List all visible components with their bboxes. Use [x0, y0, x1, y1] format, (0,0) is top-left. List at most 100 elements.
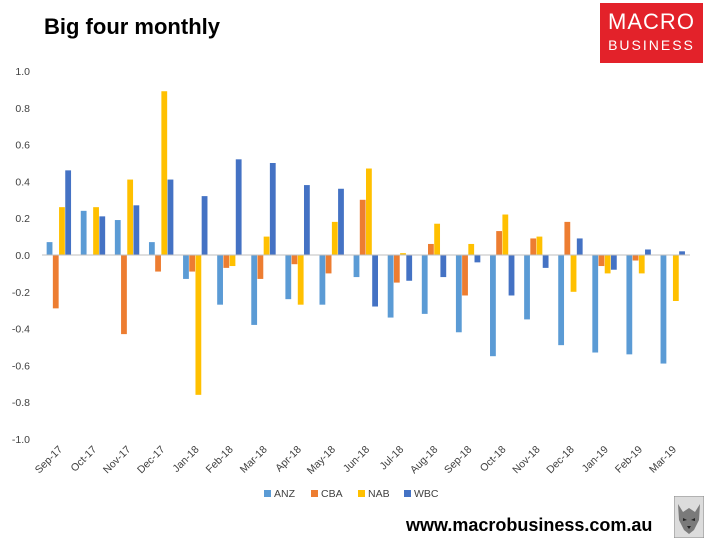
bar-cba [52, 255, 59, 309]
bar-anz [217, 255, 223, 305]
legend-label-nab: NAB [368, 488, 390, 500]
bar-wbc [167, 179, 174, 255]
bar-anz [148, 242, 155, 255]
bar-cba [325, 255, 332, 274]
x-tick-label: Jan-19 [580, 444, 611, 475]
x-tick-label: Nov-17 [101, 444, 134, 477]
bar-wbc [133, 205, 140, 255]
x-tick-label: Aug-18 [408, 444, 441, 477]
wolf-logo-icon [674, 496, 704, 538]
bar-wbc [542, 255, 549, 268]
bar-nab [127, 179, 134, 255]
legend-swatch-wbc [404, 490, 411, 497]
bar-nab [638, 255, 645, 274]
bar-anz [558, 255, 565, 346]
x-tick-label: Oct-17 [69, 444, 100, 475]
bar-wbc [610, 255, 617, 270]
bar-anz [285, 255, 292, 300]
x-tick-label: Mar-19 [647, 444, 679, 476]
x-tick-label: May-18 [305, 444, 338, 477]
bar-nab [195, 255, 202, 395]
bar-nab [366, 168, 372, 255]
bar-wbc [372, 255, 378, 307]
x-tick-label: Dec-18 [544, 444, 577, 477]
bar-wbc [576, 238, 583, 255]
x-tick-label: Mar-18 [238, 444, 270, 476]
legend-label-wbc: WBC [414, 488, 439, 500]
bar-anz [80, 210, 87, 255]
logo-line-business: BUSINESS [608, 37, 695, 53]
y-tick-label: 0.8 [15, 103, 30, 115]
bar-nab [536, 236, 543, 255]
logo-line-macro: MACRO [608, 9, 695, 34]
bar-nab [59, 207, 65, 255]
bar-wbc [645, 249, 651, 255]
y-tick-label: -1.0 [12, 434, 30, 446]
bar-cba [564, 221, 571, 255]
bar-anz [46, 242, 53, 255]
bar-anz [183, 255, 189, 279]
bar-cba [359, 199, 366, 255]
bar-wbc [508, 255, 515, 296]
bar-nab [229, 255, 236, 267]
y-tick-label: -0.4 [12, 324, 30, 336]
x-tick-label: Oct-18 [478, 444, 509, 475]
x-tick-label: Feb-19 [613, 444, 645, 476]
bar-wbc [406, 255, 413, 281]
bar-anz [319, 255, 326, 305]
bar-cba [121, 255, 127, 335]
bar-wbc [99, 216, 106, 255]
y-tick-label: -0.6 [12, 360, 30, 372]
bar-wbc [679, 251, 685, 255]
bar-anz [251, 255, 258, 325]
bar-nab [434, 223, 441, 255]
x-tick-label: Feb-18 [204, 444, 236, 476]
bar-nab [297, 255, 304, 305]
macro-business-logo: MACRO BUSINESS [600, 3, 703, 63]
x-tick-label: Nov-18 [510, 444, 543, 477]
x-tick-label: Dec-17 [135, 444, 168, 477]
bar-cba [462, 255, 468, 296]
bar-anz [114, 220, 121, 255]
bar-cba [189, 255, 196, 272]
bar-cba [393, 255, 400, 283]
bar-anz [592, 255, 599, 353]
bar-nab [672, 255, 679, 301]
bar-nab [604, 255, 611, 274]
bar-anz [626, 255, 633, 355]
bar-nab [93, 207, 99, 255]
bar-anz [455, 255, 462, 333]
bar-wbc [235, 159, 242, 255]
bar-cba [155, 255, 161, 272]
bar-nab [570, 255, 577, 292]
bar-wbc [201, 196, 208, 255]
bar-cba [291, 255, 298, 265]
bar-cba [632, 255, 639, 261]
bar-nab [502, 214, 509, 255]
bar-cba [530, 238, 537, 255]
x-tick-label: Sep-18 [442, 444, 475, 477]
bar-cba [496, 231, 503, 255]
x-tick-label: Jun-18 [341, 444, 372, 475]
x-tick-label: Jul-18 [378, 444, 407, 473]
bar-cba [223, 255, 230, 268]
legend-swatch-nab [358, 490, 365, 497]
bar-cba [257, 255, 264, 279]
legend-label-cba: CBA [321, 488, 343, 500]
x-tick-label: Jan-18 [170, 444, 201, 475]
bar-cba [428, 243, 434, 255]
y-tick-label: 0.6 [15, 140, 30, 152]
bar-anz [353, 255, 360, 278]
legend-swatch-cba [311, 490, 318, 497]
y-tick-label: -0.8 [12, 397, 30, 409]
bar-wbc [269, 163, 276, 255]
bar-anz [387, 255, 394, 318]
bar-nab [263, 236, 270, 255]
bar-anz [490, 255, 496, 357]
legend-label-anz: ANZ [274, 488, 296, 500]
website-url: www.macrobusiness.com.au [406, 515, 653, 535]
bar-anz [421, 255, 428, 314]
bar-nab [331, 221, 338, 255]
bar-nab [400, 253, 406, 255]
